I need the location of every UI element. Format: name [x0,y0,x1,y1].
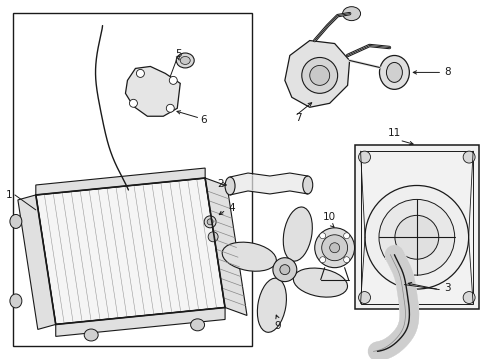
Circle shape [330,243,340,253]
Text: 3: 3 [444,283,451,293]
Ellipse shape [387,62,402,82]
Ellipse shape [222,242,276,271]
Ellipse shape [257,278,287,332]
Ellipse shape [225,177,235,195]
Circle shape [166,104,174,112]
Circle shape [315,228,355,268]
Bar [13,13,252,346]
Text: 9: 9 [274,321,281,332]
Circle shape [395,215,439,259]
Text: 10: 10 [323,212,336,222]
Circle shape [310,66,330,85]
Ellipse shape [379,55,409,89]
Circle shape [208,232,218,242]
Circle shape [343,257,350,263]
Text: 8: 8 [444,67,451,77]
Circle shape [207,219,213,225]
Ellipse shape [343,7,361,21]
Polygon shape [125,67,180,116]
Polygon shape [36,168,205,195]
Circle shape [463,151,475,163]
Circle shape [322,235,347,261]
Polygon shape [205,178,247,315]
Circle shape [136,69,145,77]
Circle shape [343,233,350,239]
Text: 7: 7 [295,113,301,123]
Circle shape [204,216,216,228]
Polygon shape [285,41,349,107]
Ellipse shape [369,346,386,356]
Text: 11: 11 [388,128,401,138]
Text: 2: 2 [218,179,224,189]
Circle shape [319,233,326,239]
Ellipse shape [303,176,313,194]
Circle shape [359,292,370,303]
Ellipse shape [180,57,190,64]
Ellipse shape [191,319,204,331]
Polygon shape [36,178,225,324]
Bar [361,151,473,303]
Circle shape [463,292,475,303]
Ellipse shape [283,207,312,261]
Ellipse shape [10,294,22,308]
Circle shape [379,199,455,275]
Ellipse shape [294,268,347,297]
Circle shape [129,99,137,107]
Circle shape [302,58,338,93]
Ellipse shape [176,53,194,68]
Ellipse shape [84,329,98,341]
Circle shape [365,185,468,289]
Circle shape [319,257,326,263]
Text: 6: 6 [200,115,207,125]
Circle shape [359,151,370,163]
Bar [355,145,479,310]
Circle shape [273,258,297,282]
Text: 4: 4 [228,203,235,213]
Polygon shape [56,307,225,336]
Text: 5: 5 [175,49,182,59]
Polygon shape [18,195,56,329]
Text: 1: 1 [5,190,12,200]
Circle shape [280,265,290,275]
Circle shape [169,76,177,84]
Ellipse shape [10,215,22,228]
